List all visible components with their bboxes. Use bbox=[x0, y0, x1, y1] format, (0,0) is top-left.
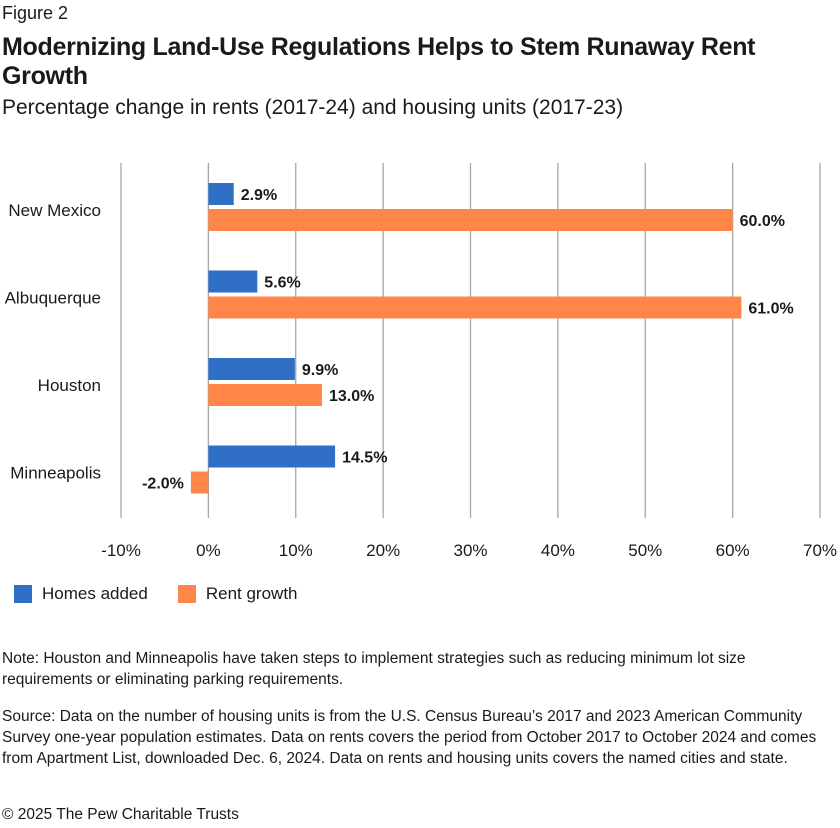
data-label-rent-growth-minneapolis: -2.0% bbox=[142, 476, 184, 493]
category-label-minneapolis: Minneapolis bbox=[10, 464, 101, 483]
data-label-homes-added-houston: 9.9% bbox=[302, 362, 338, 379]
category-label-houston: Houston bbox=[38, 376, 101, 395]
data-label-rent-growth-albuquerque: 61.0% bbox=[748, 301, 793, 318]
bar-rent-growth-new-mexico bbox=[208, 209, 733, 231]
legend-item-homes-added: Homes added bbox=[14, 584, 148, 604]
legend-item-rent-growth: Rent growth bbox=[177, 584, 298, 604]
bar-homes-added-new-mexico bbox=[208, 183, 234, 205]
chart-title: Modernizing Land-Use Regulations Helps t… bbox=[2, 33, 756, 90]
legend-label-rent-growth: Rent growth bbox=[205, 584, 298, 603]
category-label-new-mexico: New Mexico bbox=[8, 201, 101, 220]
bar-chart: 2.9% 60.0% 5.6% 61.0% 9.9% 13.0% 14.5% -2.0% Ne… bbox=[5, 163, 837, 560]
data-label-rent-growth-houston: 13.0% bbox=[329, 388, 374, 405]
x-axis-tick-labels: -10% 0% 10% 20% 30% 40% 50% 60% 70% bbox=[101, 541, 837, 560]
tick-label-0: 0% bbox=[196, 541, 221, 560]
tick-label-20: 20% bbox=[366, 541, 400, 560]
bar-homes-added-minneapolis bbox=[208, 445, 336, 468]
data-label-homes-added-new-mexico: 2.9% bbox=[241, 187, 277, 204]
data-label-rent-growth-new-mexico: 60.0% bbox=[740, 213, 785, 230]
bars bbox=[190, 183, 742, 494]
tick-label-30: 30% bbox=[453, 541, 487, 560]
data-label-homes-added-minneapolis: 14.5% bbox=[342, 450, 387, 467]
copyright: © 2025 The Pew Charitable Trusts bbox=[2, 806, 239, 823]
figure-label: Figure 2 bbox=[2, 3, 69, 23]
legend-swatch-rent-growth bbox=[177, 585, 196, 603]
bar-homes-added-albuquerque bbox=[208, 270, 258, 293]
tick-label-10: -10% bbox=[101, 541, 141, 560]
category-label-albuquerque: Albuquerque bbox=[5, 289, 101, 308]
category-labels: New Mexico Albuquerque Houston Minneapolis bbox=[5, 201, 101, 483]
bar-rent-growth-minneapolis bbox=[190, 471, 209, 494]
bar-rent-growth-houston bbox=[208, 384, 322, 406]
legend-swatch-homes-added bbox=[14, 585, 32, 603]
tick-label-60: 60% bbox=[716, 541, 750, 560]
chart-subtitle: Percentage change in rents (2017-24) and… bbox=[2, 96, 624, 119]
data-label-homes-added-albuquerque: 5.6% bbox=[264, 275, 300, 292]
chart-source: Source: Data on the number of housing un… bbox=[2, 708, 817, 767]
data-labels: 2.9% 60.0% 5.6% 61.0% 9.9% 13.0% 14.5% -2.0% bbox=[142, 187, 794, 493]
chart-note: Note: Houston and Minneapolis have taken… bbox=[2, 650, 746, 688]
tick-label-40: 40% bbox=[541, 541, 575, 560]
legend-label-homes-added: Homes added bbox=[42, 584, 148, 603]
tick-label-10: 10% bbox=[279, 541, 313, 560]
tick-label-50: 50% bbox=[628, 541, 662, 560]
bar-homes-added-houston bbox=[208, 358, 295, 380]
legend: Homes added Rent growth bbox=[14, 584, 328, 604]
bar-rent-growth-albuquerque bbox=[208, 296, 742, 319]
tick-label-70: 70% bbox=[803, 541, 837, 560]
